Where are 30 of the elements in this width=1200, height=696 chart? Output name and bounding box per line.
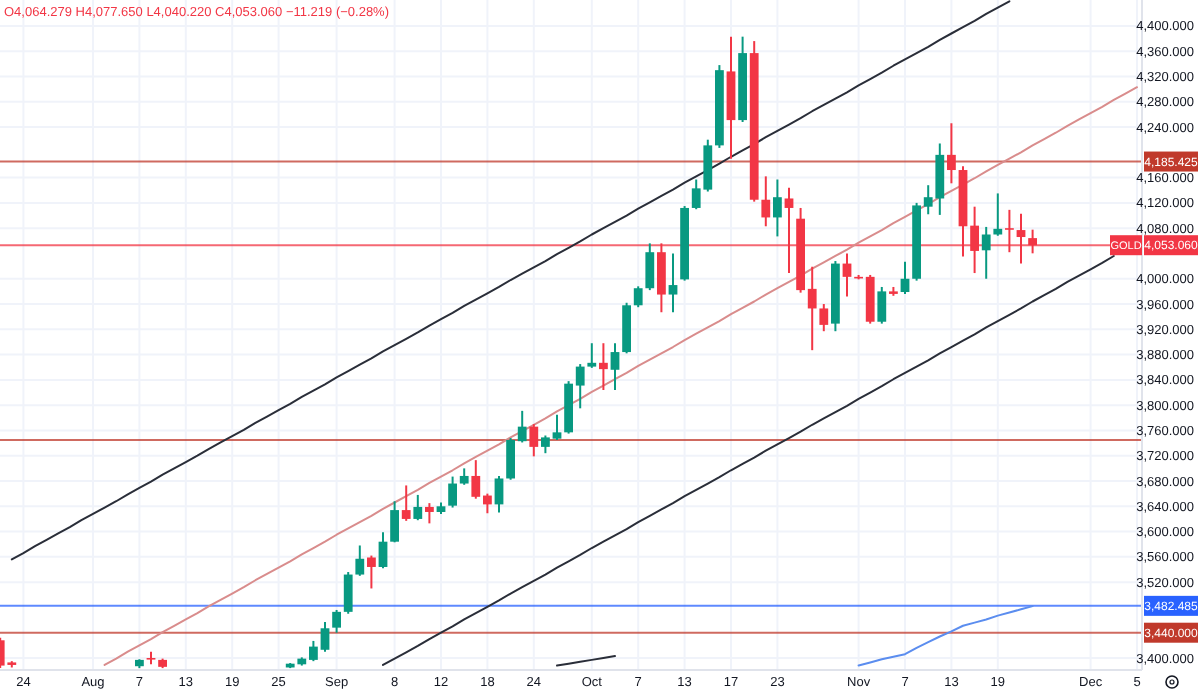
candlestick (587, 342, 597, 369)
candlestick (413, 493, 423, 522)
candlestick (448, 475, 457, 509)
candlestick (332, 608, 341, 634)
candlestick (390, 500, 399, 544)
candlestick (645, 242, 655, 292)
candlestick (494, 474, 504, 514)
candlestick (529, 423, 539, 458)
candlestick (343, 571, 353, 615)
candlestick (135, 659, 144, 667)
candlestick (158, 659, 167, 667)
candlestick (877, 285, 887, 325)
candlestick (599, 342, 608, 391)
candlestick (401, 484, 411, 522)
candlestick (668, 252, 678, 314)
candlestick (947, 122, 956, 185)
candlestick (633, 285, 643, 309)
candlestick (819, 303, 829, 333)
candlestick (378, 531, 388, 570)
candlestick (981, 225, 991, 280)
candlestick (610, 342, 620, 391)
candlestick (355, 544, 365, 577)
line-series (857, 605, 1034, 667)
candlestick (425, 502, 434, 525)
line-series (103, 86, 1138, 666)
candlestick (773, 178, 782, 238)
candlestick (622, 301, 631, 355)
candlestick (367, 554, 376, 590)
candlestick (761, 175, 771, 228)
candlestick (993, 192, 1003, 237)
